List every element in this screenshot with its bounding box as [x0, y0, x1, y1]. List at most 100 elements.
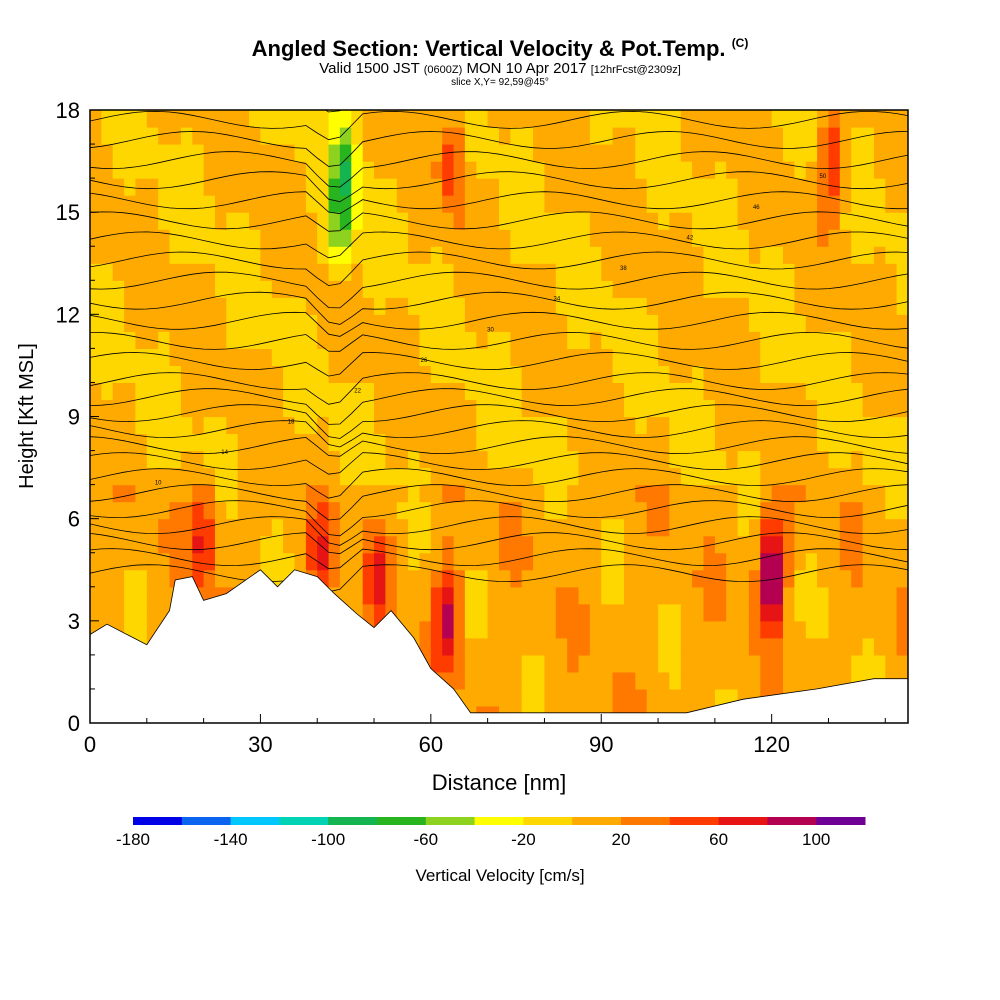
- velocity-cell: [885, 535, 898, 554]
- velocity-cell: [453, 620, 466, 639]
- velocity-cell: [692, 501, 705, 520]
- velocity-cell: [771, 110, 784, 128]
- velocity-cell: [396, 331, 409, 349]
- velocity-cell: [419, 229, 432, 247]
- velocity-cell: [271, 263, 284, 281]
- velocity-cell: [453, 280, 466, 298]
- velocity-cell: [328, 280, 341, 298]
- velocity-cell: [601, 518, 614, 537]
- velocity-cell: [748, 331, 761, 349]
- velocity-cell: [851, 569, 864, 588]
- velocity-cell: [646, 688, 659, 707]
- isentrope-line: [90, 171, 908, 203]
- velocity-cell: [658, 501, 671, 520]
- velocity-cell: [589, 110, 602, 128]
- velocity-cell: [260, 229, 273, 247]
- velocity-cell: [885, 229, 898, 247]
- velocity-cell: [635, 637, 648, 656]
- velocity-cell: [544, 195, 557, 213]
- velocity-cell: [817, 620, 830, 639]
- velocity-cell: [567, 314, 580, 332]
- velocity-cell: [385, 263, 398, 281]
- velocity-cell: [544, 331, 557, 349]
- velocity-cell: [544, 416, 557, 435]
- velocity-cell: [555, 127, 568, 145]
- velocity-cell: [249, 195, 262, 213]
- velocity-cell: [226, 569, 239, 588]
- velocity-cell: [783, 484, 795, 503]
- velocity-cell: [305, 144, 318, 162]
- chart-subtitle: Valid 1500 JST (0600Z) MON 10 Apr 2017 […: [0, 60, 1000, 77]
- velocity-cell: [783, 382, 795, 400]
- velocity-cell: [339, 433, 352, 452]
- velocity-cell: [294, 433, 307, 452]
- velocity-cell: [90, 246, 102, 264]
- velocity-cell: [692, 467, 705, 486]
- velocity-cell: [430, 569, 443, 588]
- velocity-cell: [180, 552, 193, 571]
- velocity-cell: [158, 518, 171, 537]
- velocity-cell: [737, 212, 750, 230]
- velocity-cell: [862, 552, 875, 571]
- colorbar-swatch: [767, 817, 817, 825]
- velocity-cell: [158, 195, 171, 213]
- velocity-cell: [169, 127, 182, 145]
- velocity-cell: [442, 467, 455, 486]
- velocity-cell: [192, 195, 205, 213]
- velocity-cell: [430, 144, 443, 162]
- velocity-cell: [487, 144, 500, 162]
- velocity-cell: [146, 535, 159, 554]
- velocity-cell: [374, 535, 386, 554]
- velocity-cell: [101, 246, 114, 264]
- velocity-cell: [499, 365, 511, 383]
- velocity-cell: [294, 178, 307, 196]
- velocity-cell: [839, 637, 852, 656]
- velocity-cell: [305, 467, 318, 486]
- velocity-cell: [828, 280, 841, 298]
- velocity-cell: [487, 416, 500, 435]
- velocity-cell: [408, 416, 421, 435]
- velocity-cell: [101, 263, 114, 281]
- velocity-cell: [692, 246, 705, 264]
- velocity-cell: [578, 688, 591, 707]
- velocity-cell: [851, 433, 864, 452]
- velocity-cell: [476, 144, 489, 162]
- velocity-cell: [260, 535, 273, 554]
- isentrope-line: [90, 484, 908, 521]
- velocity-cell: [873, 535, 886, 554]
- velocity-cell: [635, 382, 648, 400]
- velocity-cell: [760, 620, 773, 639]
- velocity-cell: [885, 297, 898, 315]
- velocity-cell: [226, 280, 239, 298]
- velocity-cell: [703, 246, 716, 264]
- velocity-cell: [396, 467, 409, 486]
- velocity-cell: [896, 552, 908, 571]
- velocity-cell: [658, 382, 671, 400]
- velocity-cell: [885, 212, 898, 230]
- velocity-cell: [589, 314, 602, 332]
- velocity-cell: [294, 297, 307, 315]
- velocity-cell: [737, 280, 750, 298]
- velocity-cell: [442, 331, 455, 349]
- velocity-cell: [839, 518, 852, 537]
- velocity-cell: [896, 314, 908, 332]
- velocity-cell: [521, 484, 534, 503]
- velocity-cell: [896, 178, 908, 196]
- velocity-cell: [317, 110, 330, 128]
- velocity-cell: [669, 535, 682, 554]
- velocity-cell: [646, 161, 659, 179]
- velocity-cell: [215, 331, 227, 349]
- velocity-cell: [533, 603, 546, 622]
- velocity-cell: [612, 297, 625, 315]
- velocity-cell: [158, 314, 171, 332]
- velocity-cell: [692, 348, 705, 366]
- velocity-cell: [487, 433, 500, 452]
- velocity-cell: [794, 110, 807, 128]
- velocity-cell: [703, 671, 716, 690]
- velocity-cell: [646, 195, 659, 213]
- velocity-cell: [419, 314, 432, 332]
- velocity-cell: [146, 280, 159, 298]
- velocity-cell: [703, 654, 716, 673]
- velocity-cell: [589, 620, 602, 639]
- velocity-cell: [90, 416, 102, 435]
